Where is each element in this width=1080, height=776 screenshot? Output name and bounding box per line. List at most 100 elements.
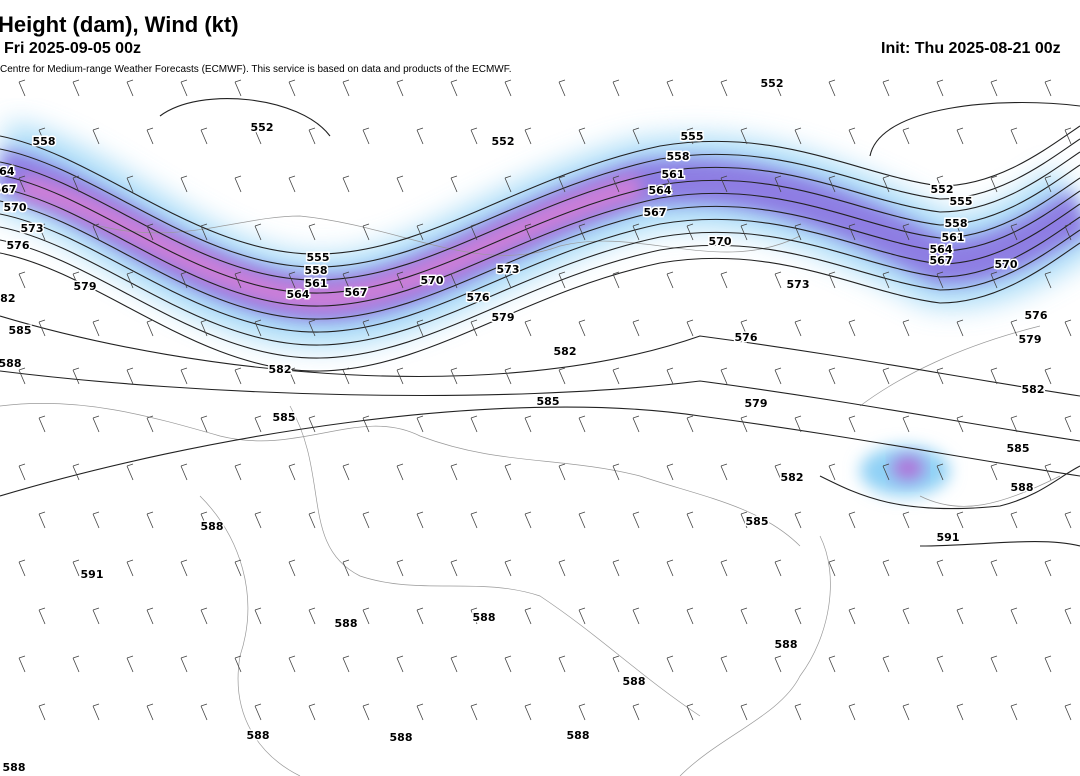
wind-barb bbox=[38, 415, 46, 433]
wind-barb bbox=[902, 127, 910, 145]
wind-barb bbox=[740, 223, 748, 241]
wind-barb bbox=[558, 79, 566, 97]
wind-barb bbox=[524, 127, 532, 145]
wind-barb bbox=[416, 127, 424, 145]
wind-barb bbox=[200, 223, 208, 241]
wind-barb bbox=[524, 607, 532, 625]
wind-barb bbox=[254, 703, 262, 721]
wind-barb bbox=[126, 655, 134, 673]
wind-barb bbox=[558, 175, 566, 193]
contour-label: 552 bbox=[251, 121, 274, 134]
wind-barb bbox=[180, 271, 188, 289]
wind-barb bbox=[666, 271, 674, 289]
wind-barb bbox=[308, 223, 316, 241]
wind-barb bbox=[828, 175, 836, 193]
wind-barb bbox=[902, 415, 910, 433]
wind-barb bbox=[1044, 559, 1052, 577]
wind-barb bbox=[828, 463, 836, 481]
wind-barb bbox=[740, 127, 748, 145]
wind-barb bbox=[504, 175, 512, 193]
wind-barb bbox=[632, 127, 640, 145]
wind-barb bbox=[504, 367, 512, 385]
wind-barb bbox=[902, 607, 910, 625]
wind-barb bbox=[578, 127, 586, 145]
wind-barb bbox=[956, 319, 964, 337]
wind-barb bbox=[234, 367, 242, 385]
wind-barb bbox=[1064, 223, 1072, 241]
wind-barb bbox=[882, 79, 890, 97]
map-title: Height (dam), Wind (kt) bbox=[0, 12, 239, 37]
contour-label: 579 bbox=[1019, 333, 1042, 346]
contour-line bbox=[0, 242, 1080, 372]
contour-label: 588 bbox=[0, 357, 21, 370]
wind-barb bbox=[92, 319, 100, 337]
contour-label: 588 bbox=[3, 761, 26, 774]
wind-barb bbox=[1044, 367, 1052, 385]
contour-label: 588 bbox=[623, 675, 646, 688]
contour-label: 567 bbox=[644, 206, 667, 219]
wind-barb bbox=[720, 175, 728, 193]
wind-barb bbox=[288, 79, 296, 97]
contour-label: 588 bbox=[390, 731, 413, 744]
wind-barb bbox=[632, 223, 640, 241]
contour-label: 564 bbox=[649, 184, 672, 197]
wind-barb bbox=[632, 607, 640, 625]
wind-barb bbox=[848, 703, 856, 721]
wind-barb bbox=[146, 703, 154, 721]
wind-barb bbox=[18, 655, 26, 673]
wind-barb bbox=[720, 367, 728, 385]
wind-barb bbox=[740, 319, 748, 337]
wind-barb bbox=[450, 559, 458, 577]
wind-barb bbox=[720, 271, 728, 289]
wind-barb bbox=[146, 607, 154, 625]
wind-barb bbox=[666, 175, 674, 193]
wind-barb bbox=[524, 703, 532, 721]
wind-barb bbox=[416, 703, 424, 721]
borders bbox=[0, 215, 1061, 776]
contour-label: 570 bbox=[4, 201, 27, 214]
wind-barb bbox=[342, 655, 350, 673]
wind-barb bbox=[504, 655, 512, 673]
wind-barb bbox=[72, 367, 80, 385]
wind-barb bbox=[524, 511, 532, 529]
wind-barb bbox=[342, 175, 350, 193]
wind-barb bbox=[396, 655, 404, 673]
contour-label: 588 bbox=[201, 520, 224, 533]
wind-barb bbox=[794, 223, 802, 241]
wind-barb bbox=[794, 607, 802, 625]
wind-barb bbox=[308, 703, 316, 721]
wind-barb bbox=[180, 79, 188, 97]
contour-label: 573 bbox=[787, 278, 810, 291]
wind-barb bbox=[558, 367, 566, 385]
wind-barb bbox=[504, 271, 512, 289]
wind-barb bbox=[126, 271, 134, 289]
jet-stream bbox=[0, 121, 1080, 496]
wind-barb bbox=[308, 511, 316, 529]
wind-barb bbox=[686, 223, 694, 241]
contour-label: 552 bbox=[931, 183, 954, 196]
wind-barb bbox=[38, 319, 46, 337]
contour-label: 582 bbox=[0, 292, 15, 305]
contour-label: 570 bbox=[421, 274, 444, 287]
wind-barb bbox=[524, 319, 532, 337]
wind-barb bbox=[470, 223, 478, 241]
contour-label: 567 bbox=[345, 286, 368, 299]
wind-barb bbox=[666, 79, 674, 97]
wind-barb bbox=[666, 367, 674, 385]
wind-barb bbox=[828, 559, 836, 577]
wind-barb bbox=[882, 271, 890, 289]
wind-barb bbox=[288, 175, 296, 193]
wind-barb bbox=[504, 463, 512, 481]
wind-barb bbox=[740, 415, 748, 433]
wind-barb bbox=[18, 559, 26, 577]
contour-label: 585 bbox=[746, 515, 769, 528]
wind-barb bbox=[288, 463, 296, 481]
wind-barb bbox=[1064, 607, 1072, 625]
contour-label: 582 bbox=[1022, 383, 1045, 396]
contour-label: 564 bbox=[0, 165, 15, 178]
wind-barb bbox=[470, 127, 478, 145]
contour-label: 585 bbox=[273, 411, 296, 424]
wind-barb bbox=[936, 271, 944, 289]
